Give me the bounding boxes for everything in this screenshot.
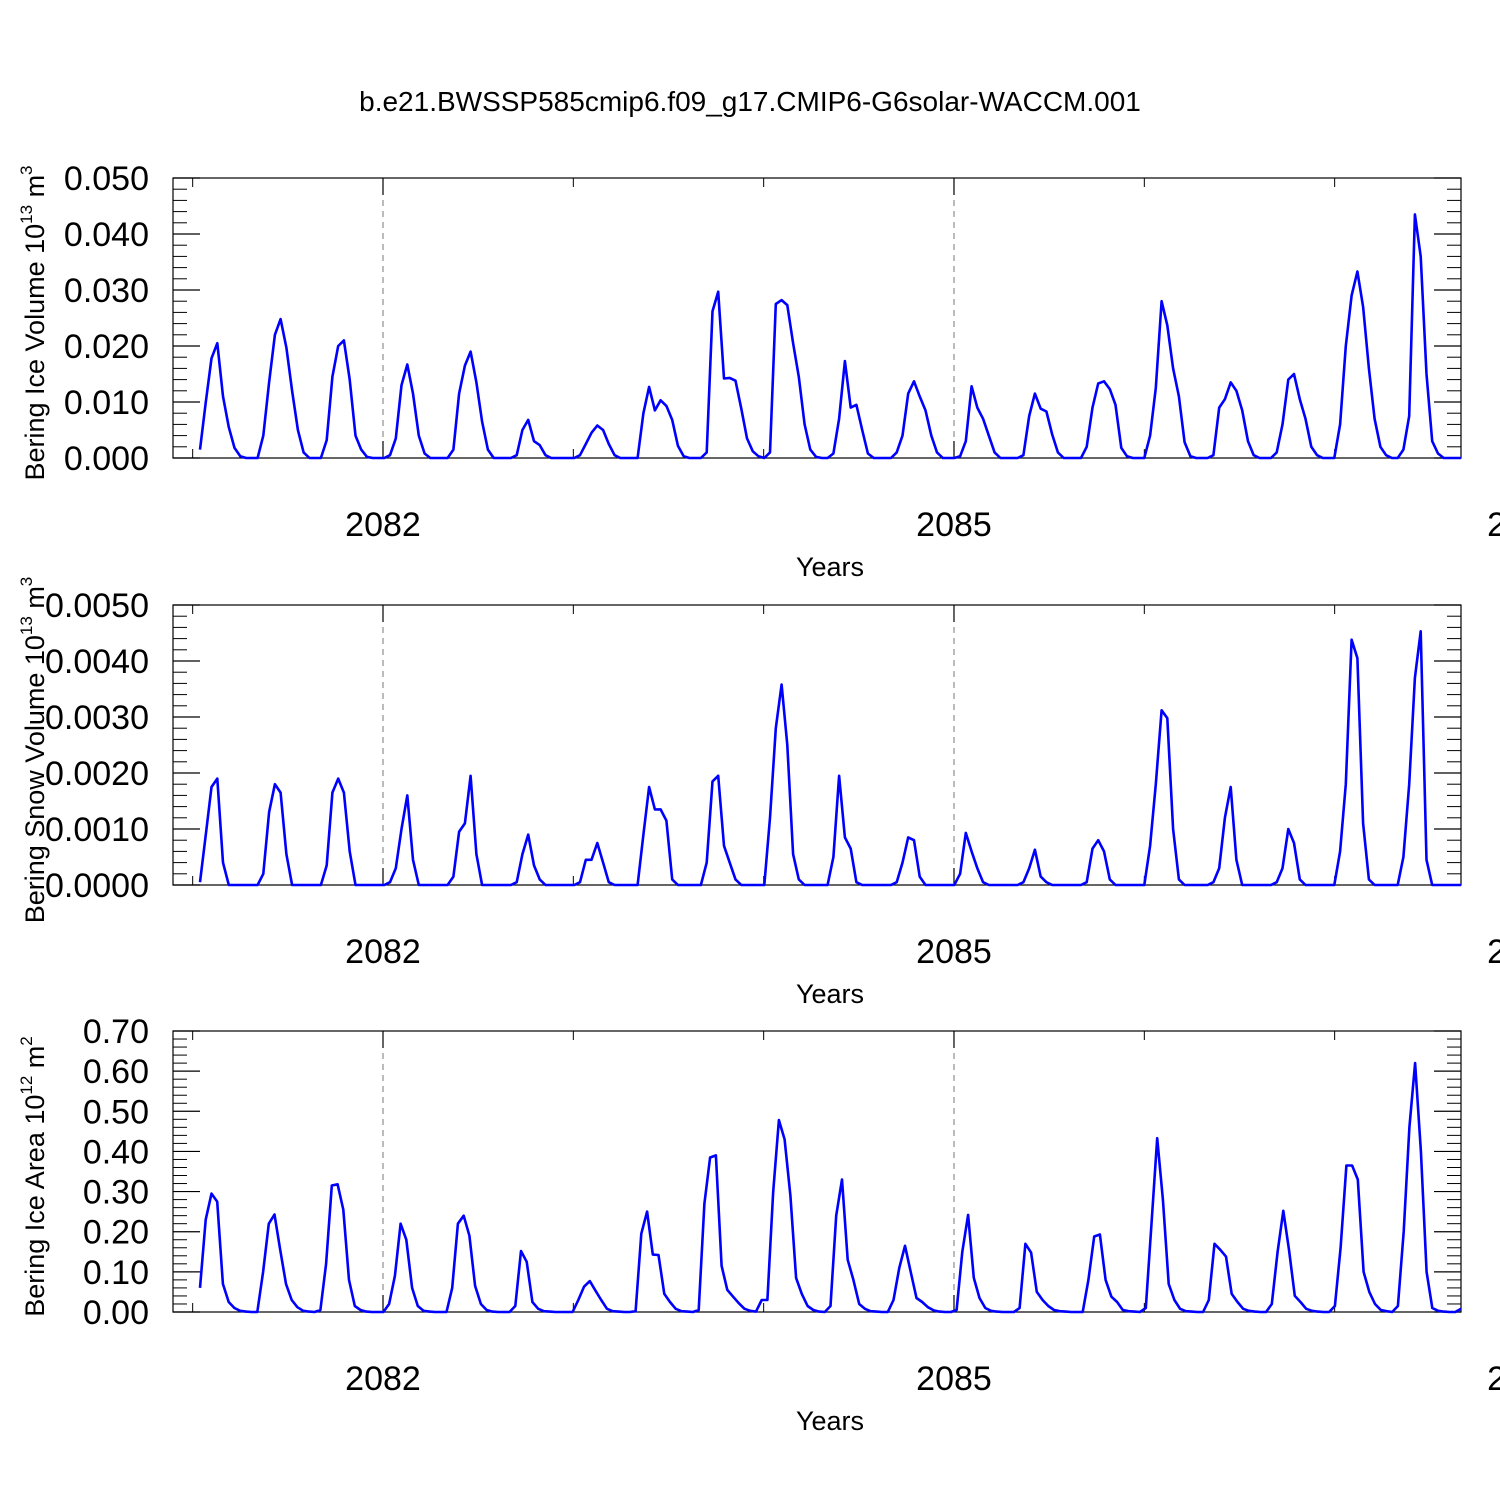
series-line [198, 629, 1461, 887]
plot-frame [172, 1030, 1462, 1313]
x-tick-label: 2082 [345, 506, 421, 544]
y-tick-label: 0.40 [83, 1133, 149, 1171]
y-tick-label: 0.00 [83, 1294, 149, 1332]
y-tick-label: 0.60 [83, 1053, 149, 1091]
x-tick-label: 2082 [345, 1360, 421, 1398]
x-tick-label: 2085 [916, 506, 992, 544]
y-tick-label: 0.0010 [45, 811, 149, 849]
y-tick-label: 0.020 [64, 328, 149, 366]
x-tick-label: 2082 [345, 933, 421, 971]
y-tick-label: 0.050 [64, 160, 149, 198]
figure-title: b.e21.BWSSP585cmip6.f09_g17.CMIP6-G6sola… [359, 86, 1141, 117]
series-line [198, 213, 1461, 460]
x-axis-label: Years [796, 1406, 864, 1436]
x-axis-label: Years [796, 552, 864, 582]
x-tick-label: 2088 [1487, 1360, 1500, 1398]
y-tick-label: 0.0040 [45, 643, 149, 681]
y-tick-label: 0.0050 [45, 587, 149, 625]
y-tick-label: 0.030 [64, 272, 149, 310]
y-tick-label: 0.70 [83, 1013, 149, 1051]
y-tick-label: 0.0020 [45, 755, 149, 793]
chart-panel-3: 2082208520882091209420970.000.100.200.30… [17, 1013, 1500, 1436]
x-tick-label: 2085 [916, 933, 992, 971]
y-tick-label: 0.040 [64, 216, 149, 254]
chart-panel-1: 2082208520882091209420970.0000.0100.0200… [17, 160, 1500, 582]
x-tick-label: 2088 [1487, 506, 1500, 544]
y-tick-label: 0.0000 [45, 867, 149, 905]
plot-frame [172, 604, 1462, 886]
y-tick-label: 0.0030 [45, 699, 149, 737]
x-tick-label: 2088 [1487, 933, 1500, 971]
x-tick-label: 2085 [916, 1360, 992, 1398]
y-tick-label: 0.20 [83, 1214, 149, 1252]
plot-frame [172, 177, 1462, 459]
y-tick-label: 0.50 [83, 1093, 149, 1131]
y-tick-label: 0.000 [64, 440, 149, 478]
y-axis-label: Bering Ice Area 1012 m2 [17, 1036, 50, 1317]
x-axis-label: Years [796, 979, 864, 1009]
y-tick-label: 0.30 [83, 1174, 149, 1212]
series-line [198, 1061, 1462, 1314]
y-axis-label: Bering Ice Volume 1013 m3 [17, 165, 50, 480]
chart-panel-2: 2082208520882091209420970.00000.00100.00… [17, 577, 1500, 1009]
y-axis-label: Bering Snow Volume 1013 m3 [17, 577, 50, 924]
y-tick-label: 0.10 [83, 1254, 149, 1292]
y-tick-label: 0.010 [64, 384, 149, 422]
